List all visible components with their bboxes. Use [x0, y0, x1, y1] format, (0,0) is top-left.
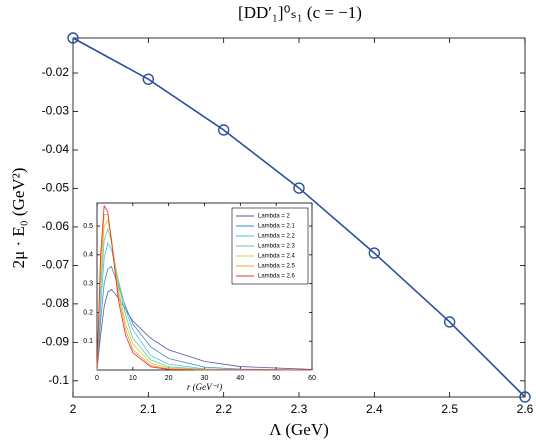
marker — [519, 391, 531, 403]
y-tick-label: -0.02 — [42, 65, 70, 79]
x-axis-label: Λ (GeV) — [269, 420, 329, 439]
y-tick-label: 0.2 — [83, 309, 93, 316]
legend-label: Lambda = 2.2 — [258, 234, 296, 240]
x-tick-label: 60 — [308, 375, 316, 382]
y-tick-label: -0.05 — [42, 181, 70, 195]
x-tick-label: 2.6 — [517, 402, 534, 416]
x-tick-label: 40 — [236, 375, 244, 382]
y-tick-label: -0.06 — [42, 219, 70, 233]
y-tick-label: 0.5 — [83, 223, 93, 230]
legend-label: Lambda = 2 — [258, 214, 291, 220]
data-line — [96, 265, 313, 371]
marker — [217, 124, 230, 136]
x-tick-label: 2.3 — [291, 402, 308, 416]
x-tick-label: 2.4 — [366, 402, 383, 416]
y-tick-label: -0.1 — [48, 373, 69, 387]
x-tick-label: 20 — [165, 375, 173, 382]
legend-label: Lambda = 2.4 — [258, 254, 296, 260]
x-axis-label: r (GeV⁻¹) — [187, 382, 222, 392]
x-tick-label: 2.2 — [215, 402, 232, 416]
x-tick-label: 2.1 — [140, 402, 157, 416]
marker — [142, 73, 155, 85]
x-tick-label: 2.5 — [441, 402, 458, 416]
y-tick-label: -0.03 — [42, 104, 70, 118]
y-tick-label: -0.08 — [42, 296, 70, 310]
x-tick-label: 10 — [129, 375, 137, 382]
y-tick-label: -0.04 — [42, 142, 70, 156]
data-line — [96, 242, 313, 371]
data-line — [72, 37, 526, 398]
legend-label: Lambda = 2.6 — [258, 274, 296, 280]
y-tick-label: -0.09 — [42, 335, 70, 349]
y-tick-label: -0.07 — [42, 258, 70, 272]
legend-label: Lambda = 2.1 — [258, 224, 296, 230]
chart-title: [DD′₁]⁰ₛ₁ (c = −1) — [238, 3, 362, 22]
y-tick-label: 0.3 — [83, 280, 93, 287]
x-tick-label: 2 — [70, 402, 77, 416]
marker — [443, 316, 456, 328]
marker — [67, 32, 79, 44]
data-line — [96, 204, 312, 371]
marker — [293, 182, 305, 194]
y-tick-label: 0.1 — [83, 338, 93, 345]
y-tick-label: 0.4 — [83, 252, 93, 259]
x-tick-label: 0 — [95, 375, 99, 382]
legend-label: Lambda = 2.5 — [258, 264, 296, 270]
marker — [368, 247, 381, 259]
y-axis-label: 2μ · E₀ (GeV²) — [9, 168, 28, 269]
x-tick-label: 50 — [272, 375, 280, 382]
legend-label: Lambda = 2.3 — [258, 244, 296, 250]
x-tick-label: 30 — [201, 375, 209, 382]
